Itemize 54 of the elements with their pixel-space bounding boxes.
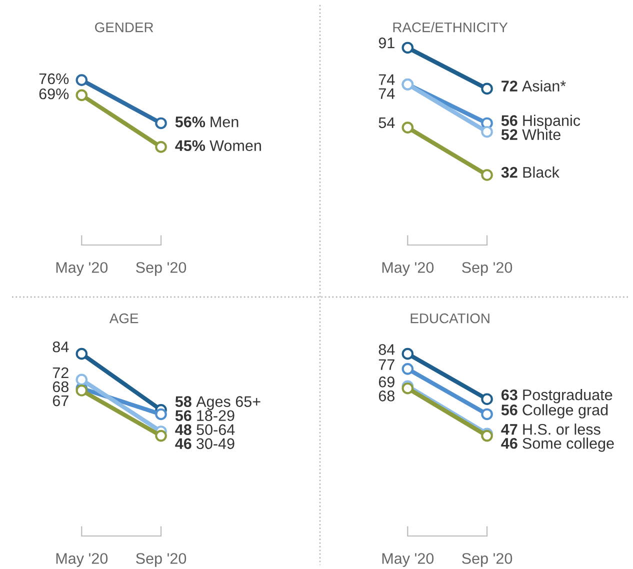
data-label: 54 — [378, 117, 395, 128]
x-tick-label: Sep '20 — [462, 262, 512, 276]
data-label: 63 — [501, 389, 518, 400]
data-label: 67 — [52, 395, 68, 406]
x-tick-label: May '20 — [56, 262, 108, 276]
x-tick-label: May '20 — [56, 553, 108, 567]
text: Some college — [522, 438, 614, 452]
data-label: 84 — [52, 341, 69, 352]
text: Men — [210, 116, 238, 128]
x-tick-label: May '20 — [382, 553, 434, 567]
data-label: 72 — [502, 80, 518, 92]
data-label: 74 — [378, 88, 395, 99]
data-label: 56 — [501, 115, 518, 126]
data-label: 47 — [501, 424, 518, 435]
data-label: 74 — [378, 74, 395, 85]
data-label: 56 — [501, 404, 518, 416]
data-label: 72 — [52, 367, 68, 378]
data-label: 45% — [175, 140, 206, 152]
chart-title: GENDER — [95, 22, 154, 32]
chart-title: RACE/ETHNICITY — [393, 22, 508, 32]
text: 30-49 — [196, 438, 234, 450]
data-label: 46 — [175, 438, 192, 450]
x-tick-label: Sep '20 — [462, 553, 512, 567]
series-label: Asian* — [522, 80, 566, 92]
data-label: 84 — [378, 344, 395, 355]
text: 18-29 — [197, 410, 234, 422]
text: H.S. or less — [523, 424, 600, 435]
data-label: 58 — [175, 396, 192, 408]
series-label: Ages 65+ — [196, 396, 260, 410]
data-label: 48 — [175, 424, 192, 436]
data-label: 91 — [378, 38, 394, 48]
chart-title: EDUCATION — [410, 313, 490, 324]
data-label: 77 — [378, 359, 394, 370]
data-label: 68 — [378, 390, 394, 402]
series-label: White — [522, 128, 560, 140]
data-label: 68 — [52, 381, 68, 392]
data-label: 52 — [501, 129, 518, 140]
data-label: 56 — [175, 410, 192, 422]
text: 50-64 — [196, 424, 235, 436]
text: Black — [523, 166, 560, 178]
text: Hispanic — [523, 114, 580, 129]
chart-title: AGE — [109, 313, 138, 324]
data-label: 46 — [501, 438, 518, 449]
data-label: 76% — [39, 73, 69, 84]
x-tick-label: May '20 — [382, 262, 434, 276]
text: Postgraduate — [523, 389, 612, 404]
text: Women — [210, 140, 261, 152]
data-label: 69 — [378, 376, 394, 388]
data-label: 69% — [39, 88, 69, 100]
data-label: 56% — [175, 116, 206, 128]
x-tick-label: Sep '20 — [136, 262, 186, 276]
x-tick-label: Sep '20 — [136, 553, 186, 567]
text: College grad — [522, 404, 608, 418]
data-label: 32 — [501, 166, 518, 178]
